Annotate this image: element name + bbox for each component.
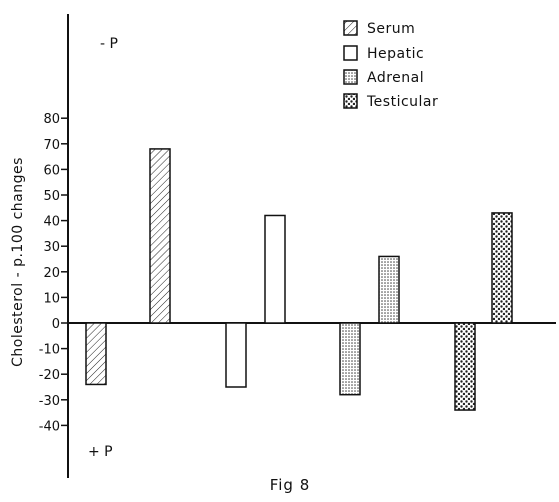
y-tick-label: 50 xyxy=(43,189,60,204)
legend-swatch-adrenal xyxy=(343,69,358,85)
legend-label-testicular: Testicular xyxy=(366,94,438,110)
y-tick-label: 70 xyxy=(43,138,60,153)
legend-label-hepatic: Hepatic xyxy=(367,46,424,62)
y-tick-label: -40 xyxy=(39,419,60,434)
y-tick-label: -20 xyxy=(39,368,60,383)
legend-swatch-serum xyxy=(343,20,358,36)
bar-testicular-minus-p xyxy=(491,212,513,324)
bar-adrenal-minus-p xyxy=(378,255,400,324)
legend: Serum Hepatic Adrenal Testicular xyxy=(343,20,438,110)
bar-adrenal-plus-p xyxy=(339,322,361,396)
annotation-minus-p: - P xyxy=(100,36,118,52)
y-tick-label: 10 xyxy=(43,291,60,306)
y-tick-label: 20 xyxy=(43,266,60,281)
legend-swatch-hepatic xyxy=(343,45,358,61)
bar-hepatic-plus-p xyxy=(225,322,247,388)
legend-label-serum: Serum xyxy=(367,21,415,37)
figure-caption: Fig 8 xyxy=(270,476,311,494)
y-axis-label: Cholesterol - p.100 changes xyxy=(10,157,26,367)
legend-swatch-testicular xyxy=(343,93,358,109)
y-axis-ticks: -40 -30 -20 -10 0 10 20 30 40 50 60 70 80 xyxy=(39,112,68,434)
bars-group xyxy=(85,148,513,411)
legend-label-adrenal: Adrenal xyxy=(367,70,424,86)
y-tick-label: 40 xyxy=(43,215,60,230)
y-tick-label: -10 xyxy=(39,343,60,358)
y-tick-label: 30 xyxy=(43,240,60,255)
bar-serum-plus-p xyxy=(85,322,107,386)
y-tick-label: 0 xyxy=(52,317,60,332)
y-tick-label: 80 xyxy=(43,112,60,127)
y-tick-label: -30 xyxy=(39,394,60,409)
y-tick-label: 60 xyxy=(43,163,60,178)
annotation-plus-p: + P xyxy=(88,444,113,460)
bar-serum-minus-p xyxy=(149,148,171,324)
bar-testicular-plus-p xyxy=(454,322,476,411)
bar-hepatic-minus-p xyxy=(264,214,286,324)
